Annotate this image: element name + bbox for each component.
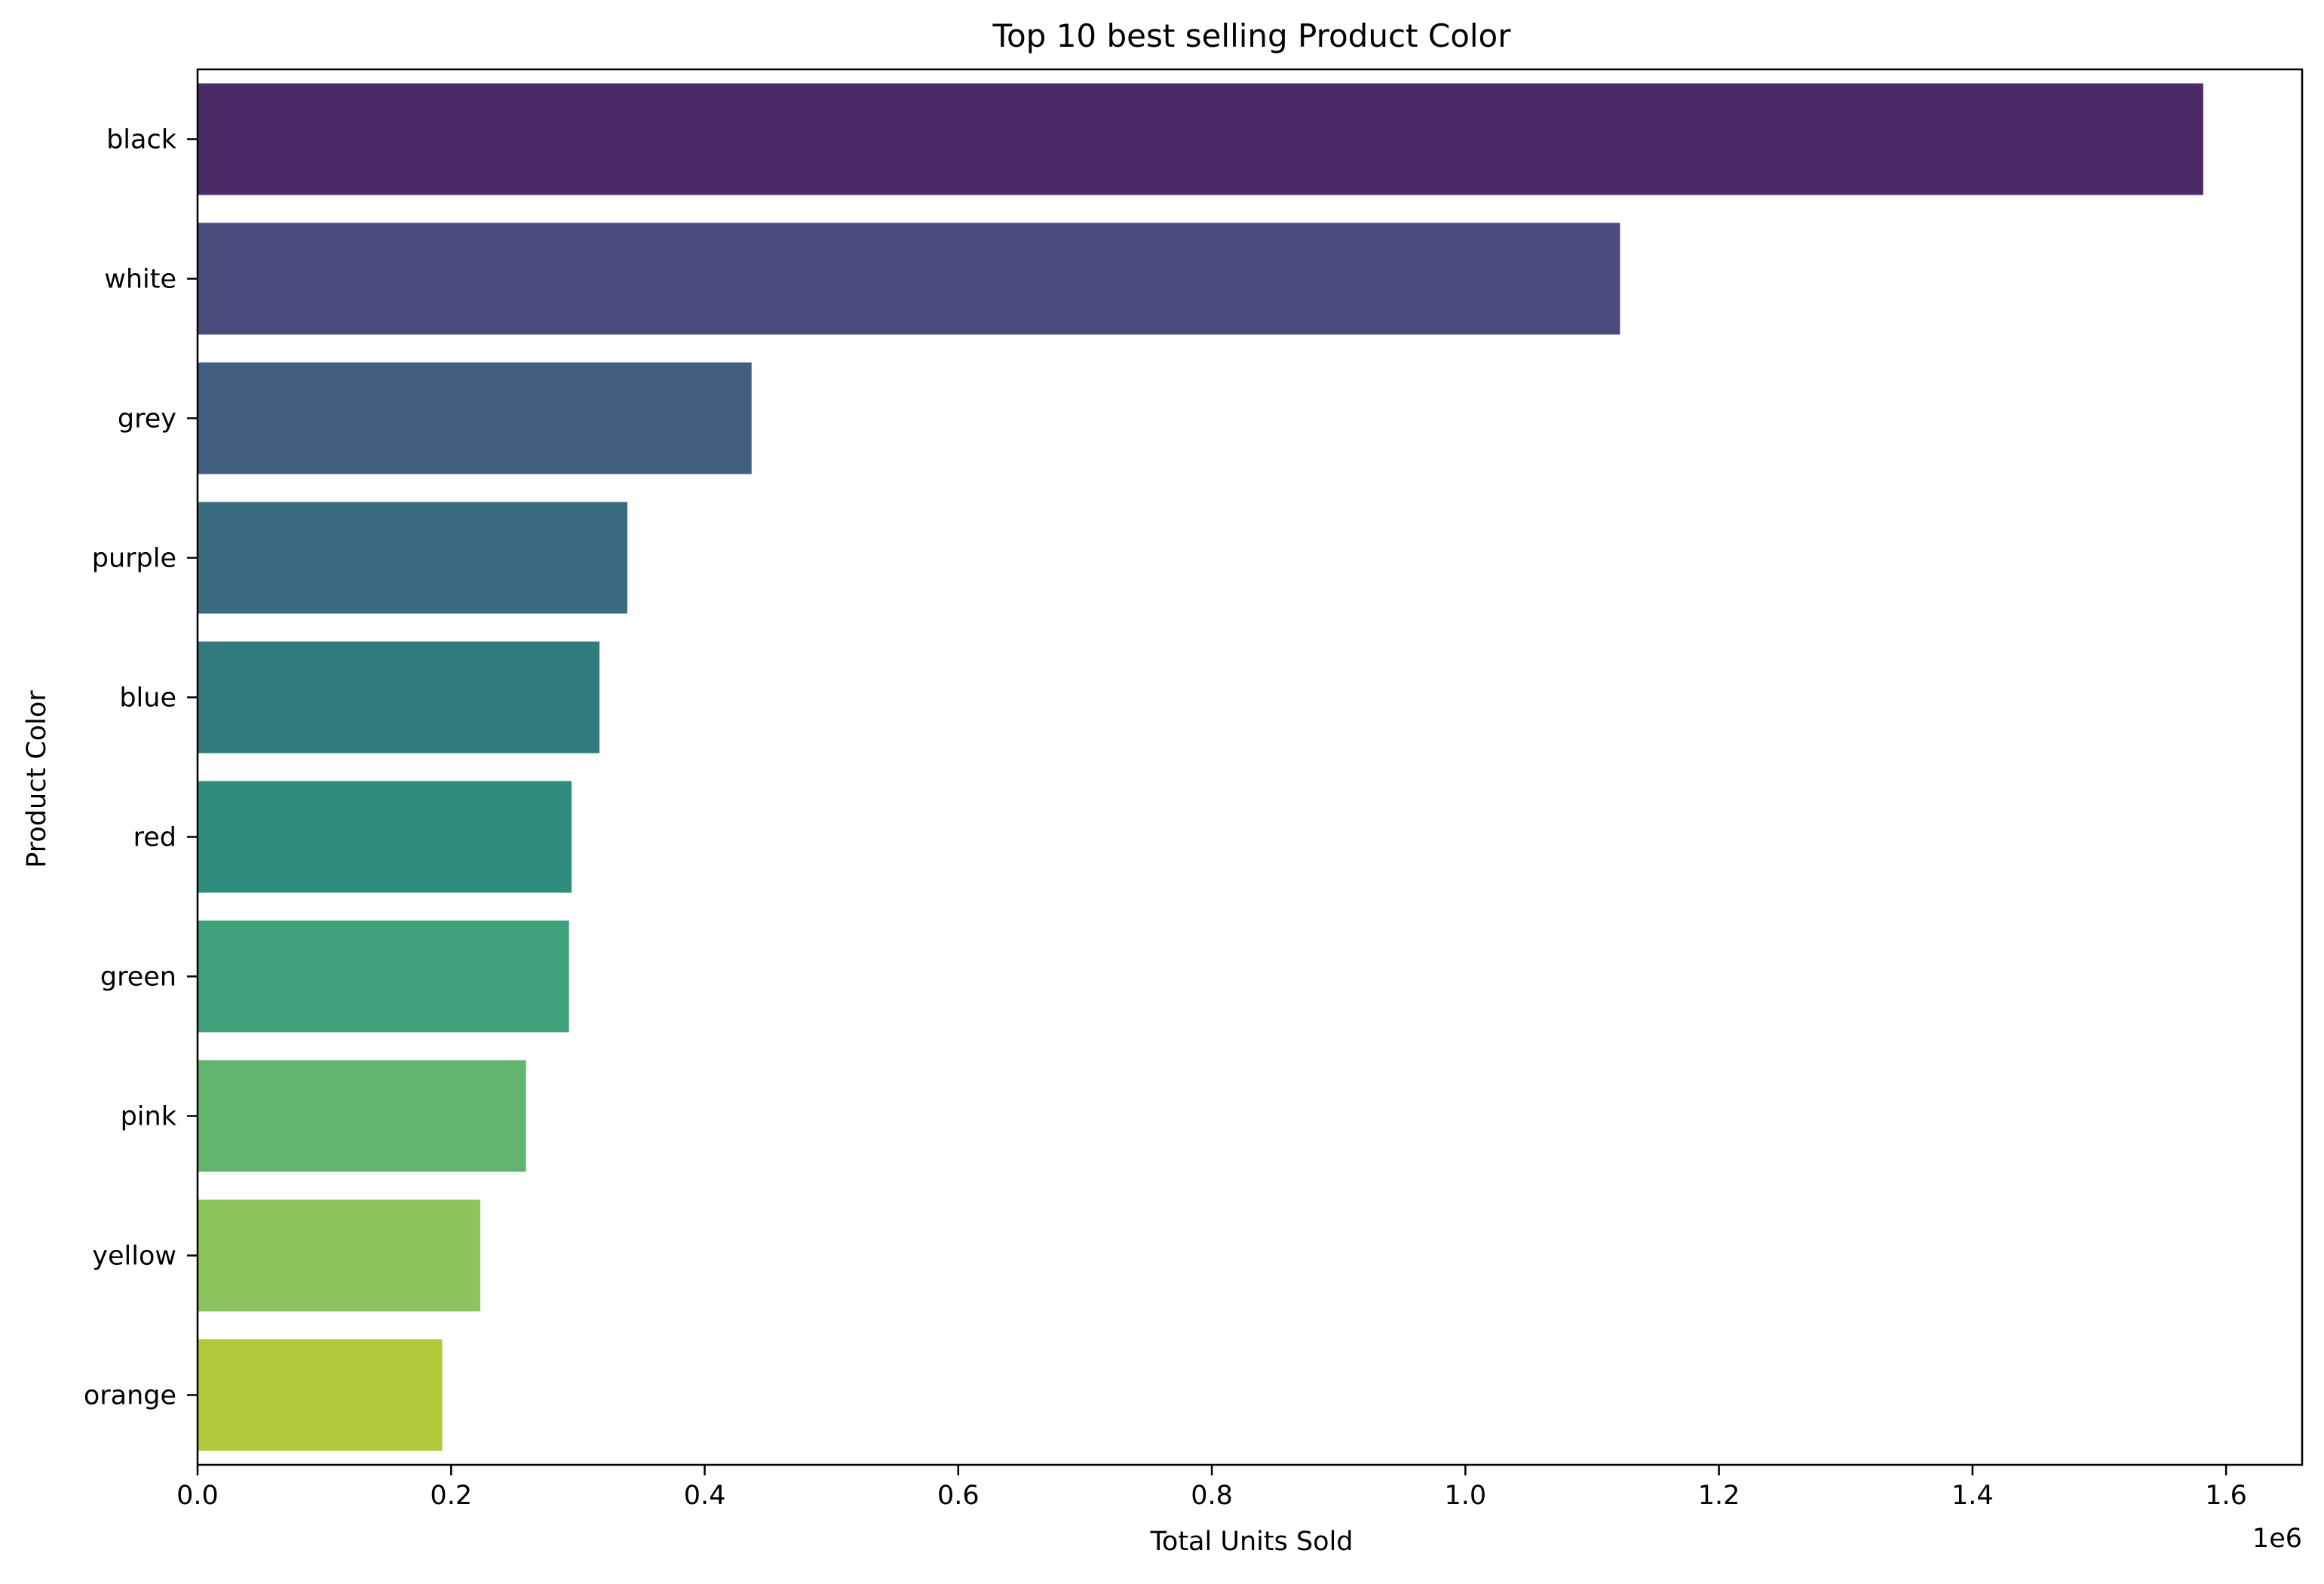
- x-tick-label: 0.0: [176, 1481, 219, 1511]
- bar-orange: [198, 1339, 443, 1451]
- x-tick-label: 1.0: [1444, 1481, 1486, 1511]
- bar-black: [198, 83, 2203, 195]
- y-tick-label-yellow: yellow: [92, 1242, 176, 1272]
- y-axis-label: Product Color: [22, 690, 52, 868]
- x-tick-label: 1.4: [1951, 1481, 1994, 1511]
- y-tick-label-white: white: [104, 265, 176, 295]
- bar-red: [198, 781, 572, 893]
- x-tick-label: 1.6: [2205, 1481, 2247, 1511]
- y-tick-label-blue: blue: [119, 683, 176, 714]
- y-ticks-layer: black white grey purple blue red green pink yell…: [84, 125, 198, 1411]
- x-ticks-layer: 0.0 0.2 0.4 0.6 0.8 1.0 1.2 1.4 1.6: [176, 1465, 2247, 1511]
- bar-green: [198, 920, 569, 1033]
- bar-purple: [198, 502, 627, 614]
- y-tick-label-purple: purple: [92, 544, 176, 574]
- bars-layer: [198, 83, 2203, 1451]
- bar-grey: [198, 362, 752, 474]
- bar-white: [198, 223, 1620, 335]
- y-tick-label-pink: pink: [121, 1102, 177, 1132]
- x-axis-offset-text: 1e6: [2252, 1524, 2302, 1554]
- x-axis-label: Total Units Sold: [1149, 1527, 1353, 1557]
- x-tick-label: 0.4: [684, 1481, 726, 1511]
- y-tick-label-grey: grey: [118, 404, 176, 434]
- chart-title: Top 10 best selling Product Color: [992, 17, 1511, 54]
- y-tick-label-red: red: [133, 823, 176, 853]
- x-tick-label: 1.2: [1698, 1481, 1740, 1511]
- x-tick-label: 0.2: [430, 1481, 472, 1511]
- bar-yellow: [198, 1199, 480, 1312]
- axes-layer: [196, 68, 2304, 1466]
- x-tick-label: 0.6: [937, 1481, 980, 1511]
- plot-frame: [196, 68, 2304, 1466]
- y-tick-label-green: green: [100, 962, 176, 993]
- x-tick-label: 0.8: [1191, 1481, 1233, 1511]
- bar-pink: [198, 1060, 526, 1172]
- y-tick-label-orange: orange: [84, 1381, 176, 1411]
- y-tick-label-black: black: [106, 125, 177, 155]
- bar-blue: [198, 641, 599, 754]
